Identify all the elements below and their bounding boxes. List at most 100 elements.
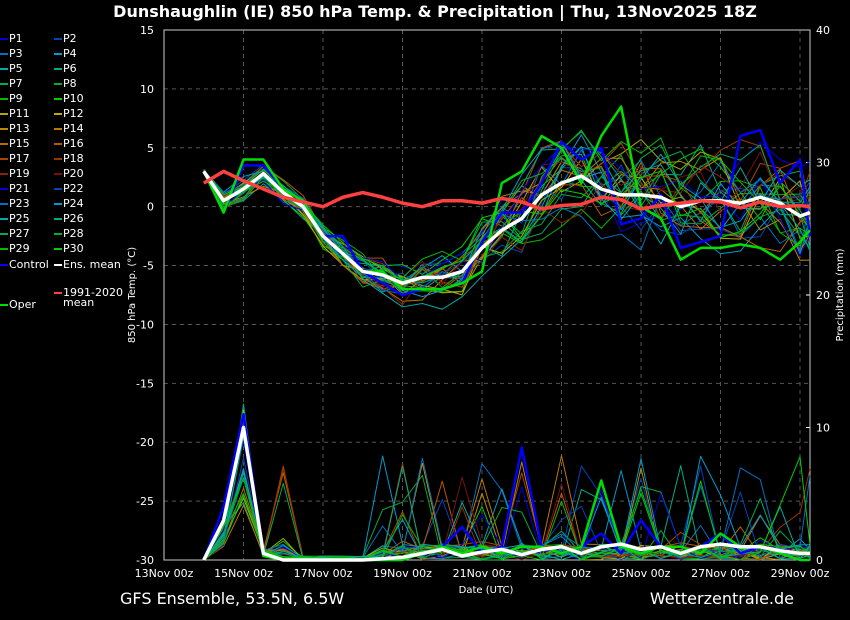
footer-site[interactable]: Wetterzentrale.de — [649, 589, 794, 608]
legend-item-p24: P24 — [54, 197, 84, 210]
legend-item-p7: P7 — [0, 77, 23, 90]
legend-swatch — [54, 217, 62, 220]
legend-item-p15: P15 — [0, 137, 30, 150]
legend-label: P23 — [9, 197, 30, 210]
legend-swatch — [54, 52, 62, 55]
legend-label: P26 — [63, 212, 84, 225]
legend-item-p9: P9 — [0, 92, 23, 105]
legend-item-p21: P21 — [0, 182, 30, 195]
legend-label: P27 — [9, 227, 30, 240]
legend-item-p26: P26 — [54, 212, 84, 225]
precip-line-ens-mean — [202, 425, 810, 562]
y-tick-label: -10 — [136, 318, 154, 331]
y2-tick-label: 30 — [816, 157, 830, 170]
legend-label: P12 — [63, 107, 84, 120]
legend-swatch — [0, 97, 8, 100]
legend-swatch — [54, 202, 62, 205]
legend-item-p25: P25 — [0, 212, 30, 225]
legend-swatch — [0, 112, 8, 115]
legend-label: P28 — [63, 227, 84, 240]
x-tick-label: 25Nov 00z — [612, 567, 671, 580]
legend-swatch — [0, 187, 8, 190]
legend-label: 1991-2020 — [63, 286, 123, 299]
legend-item-p28: P28 — [54, 227, 84, 240]
y2-tick-label: 40 — [816, 24, 830, 37]
member-temp-line-P15 — [203, 156, 811, 290]
legend-item-p19: P19 — [0, 167, 30, 180]
x-tick-label: 15Nov 00z — [214, 567, 273, 580]
legend-swatch — [0, 247, 8, 250]
x-axis-label: Date (UTC) — [459, 585, 514, 596]
legend-label: P4 — [63, 47, 77, 60]
legend-item-p22: P22 — [54, 182, 84, 195]
legend-item-p29: P29 — [0, 242, 30, 255]
legend-item-p20: P20 — [54, 167, 84, 180]
legend-label: P11 — [9, 107, 30, 120]
legend-label: P22 — [63, 182, 84, 195]
precip-line-control — [202, 413, 810, 562]
legend-label-climate-mean-2: mean — [63, 296, 95, 309]
legend-label: P18 — [63, 152, 84, 165]
legend-label: P15 — [9, 137, 30, 150]
member-precip-line-P1 — [203, 435, 811, 561]
legend-item-climate-mean: 1991-2020 — [54, 286, 123, 299]
chart-title: Dunshaughlin (IE) 850 hPa Temp. & Precip… — [113, 2, 757, 21]
y-tick-label: -20 — [136, 436, 154, 449]
legend-item-p1: P1 — [0, 32, 23, 45]
legend-item-p5: P5 — [0, 62, 23, 75]
legend-label: P14 — [63, 122, 84, 135]
legend-label: P30 — [63, 242, 84, 255]
legend-swatch — [54, 157, 62, 160]
x-tick-label: 29Nov 00z — [771, 567, 830, 580]
legend-swatch — [0, 217, 8, 220]
legend-swatch — [0, 232, 8, 235]
legend-swatch — [54, 97, 62, 100]
legend-swatch — [0, 82, 8, 85]
legend-item-p30: P30 — [54, 242, 84, 255]
legend-item-p4: P4 — [54, 47, 77, 60]
legend-swatch — [54, 82, 62, 85]
legend-item-p10: P10 — [54, 92, 84, 105]
legend-label: P10 — [63, 92, 84, 105]
x-tick-label: 27Nov 00z — [691, 567, 750, 580]
y-tick-label: -25 — [136, 495, 154, 508]
x-tick-label: 13Nov 00z — [135, 567, 194, 580]
legend-label: P17 — [9, 152, 30, 165]
legend-swatch — [0, 142, 8, 145]
legend-label: P29 — [9, 242, 30, 255]
legend-item-p17: P17 — [0, 152, 30, 165]
footer-source: GFS Ensemble, 53.5N, 6.5W — [120, 589, 345, 608]
legend-label: P3 — [9, 47, 23, 60]
legend-item-p27: P27 — [0, 227, 30, 240]
legend-label: P6 — [63, 62, 77, 75]
y-tick-label: 10 — [140, 83, 154, 96]
y2-tick-label: 20 — [816, 289, 830, 302]
x-tick-label: 19Nov 00z — [373, 567, 432, 580]
legend-label: P16 — [63, 137, 84, 150]
legend-swatch — [54, 172, 62, 175]
legend-label: P20 — [63, 167, 84, 180]
legend-swatch — [54, 127, 62, 130]
legend-label: P24 — [63, 197, 84, 210]
legend-swatch — [0, 172, 8, 175]
legend-label: P5 — [9, 62, 23, 75]
legend-item-p2: P2 — [54, 32, 77, 45]
legend-swatch — [54, 247, 62, 250]
temp-line-1991-2020-mean — [202, 169, 811, 211]
legend-label: Control — [9, 258, 49, 271]
legend-label: P21 — [9, 182, 30, 195]
legend-swatch — [0, 157, 8, 160]
y2-tick-label: 10 — [816, 422, 830, 435]
x-tick-label: 21Nov 00z — [453, 567, 512, 580]
legend-swatch — [0, 37, 8, 40]
legend-swatch — [54, 112, 62, 115]
legend-item-control: Control — [0, 258, 49, 271]
legend-swatch — [54, 67, 62, 70]
legend-item-p11: P11 — [0, 107, 30, 120]
legend-swatch — [0, 127, 8, 130]
x-tick-label: 17Nov 00z — [294, 567, 353, 580]
legend-swatch — [54, 263, 62, 266]
legend-label: P19 — [9, 167, 30, 180]
member-temp-line-P9 — [203, 169, 811, 294]
legend-swatch — [54, 187, 62, 190]
